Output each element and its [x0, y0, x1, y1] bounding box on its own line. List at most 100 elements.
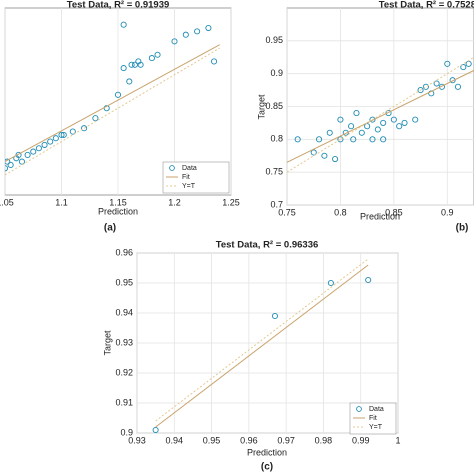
data-point	[433, 80, 440, 87]
data-point	[5, 158, 11, 165]
x-tick-label: 0.85	[385, 207, 403, 217]
data-point	[182, 31, 189, 38]
y-tick-label: 0.92	[115, 367, 133, 377]
x-tick-label: 0.94	[166, 435, 184, 445]
data-point	[353, 110, 360, 117]
x-tick-label: 1.1	[55, 197, 68, 207]
x-tick-label: 1.05	[0, 197, 14, 207]
data-point	[326, 129, 333, 136]
data-point	[58, 131, 65, 138]
data-point	[422, 83, 429, 90]
data-point	[327, 279, 334, 287]
x-tick-label: 1.2	[168, 197, 181, 207]
x-tick-label: 1.15	[109, 197, 127, 207]
data-point	[114, 91, 122, 98]
data-point	[35, 145, 42, 152]
plot-content	[287, 56, 474, 173]
data-point	[128, 61, 135, 68]
panel: 0.75 0.8 0.85 0.90.70.750.80.850.90.95Test …	[256, 0, 474, 234]
plot-content	[5, 21, 220, 176]
data-point	[154, 51, 161, 58]
x-tick-label: 0.93	[128, 435, 146, 445]
panel-label: (c)	[261, 462, 273, 473]
data-point	[81, 125, 88, 132]
x-tick-label: 0.97	[277, 435, 295, 445]
data-point	[194, 28, 201, 35]
data-point	[15, 151, 22, 158]
y-tick-label: 0.85	[265, 101, 283, 111]
fit-line	[155, 264, 369, 428]
data-point	[428, 90, 435, 97]
data-point	[350, 136, 357, 143]
data-point	[369, 116, 376, 123]
x-axis-label: Prediction	[98, 206, 138, 216]
chart-title: Test Data, R² = 0.96336	[216, 240, 319, 251]
y-tick-label: 0.95	[265, 35, 283, 45]
y-tick-label: 0.96	[115, 247, 133, 257]
data-point	[348, 123, 355, 130]
data-point	[92, 115, 99, 122]
data-point	[337, 116, 344, 123]
data-point	[294, 136, 301, 143]
x-tick-label: 0.9	[441, 207, 454, 217]
data-point	[310, 149, 317, 156]
x-axis-label: Prediction	[360, 211, 400, 221]
data-point	[380, 119, 387, 126]
data-point	[137, 61, 144, 68]
panel-label: (a)	[104, 223, 116, 234]
reference-line	[155, 258, 369, 422]
data-point	[120, 65, 127, 72]
data-point	[385, 110, 392, 117]
data-point	[465, 60, 472, 67]
data-point	[417, 87, 424, 94]
reference-line	[5, 47, 220, 176]
y-tick-label: 0.9	[120, 427, 133, 437]
chart-title: Test Data, R² = 0.75287	[379, 0, 474, 11]
data-point	[52, 135, 59, 142]
data-point	[332, 155, 339, 163]
data-point	[126, 78, 133, 85]
data-point	[171, 38, 178, 45]
data-point	[120, 21, 127, 28]
x-tick-label: 0.95	[203, 435, 221, 445]
legend-marker	[169, 165, 175, 171]
legend-label: Y=T	[182, 183, 196, 190]
data-point	[358, 129, 365, 136]
data-point	[210, 58, 218, 65]
y-tick-label: 0.8	[270, 134, 283, 144]
legend-label: Fit	[369, 415, 377, 422]
fit-line	[5, 44, 220, 163]
data-point	[369, 136, 376, 143]
y-axis-label: Target	[256, 94, 266, 120]
data-point	[412, 116, 419, 123]
panel-label: (b)	[456, 223, 469, 234]
data-point	[152, 426, 159, 433]
legend-label: Fit	[182, 174, 190, 181]
y-tick-label: 0.94	[115, 307, 133, 317]
data-point	[205, 24, 212, 32]
data-point	[337, 136, 344, 143]
data-point	[390, 116, 397, 123]
data-point	[131, 61, 138, 68]
data-point	[60, 131, 67, 138]
legend-marker	[356, 406, 362, 412]
reference-line	[287, 56, 474, 173]
data-point	[460, 64, 467, 71]
y-axis-label: Target	[102, 330, 112, 356]
y-tick-label: 0.91	[115, 397, 133, 407]
data-point	[5, 165, 9, 172]
data-point	[148, 55, 155, 62]
legend-label: Data	[182, 165, 197, 172]
data-point	[24, 151, 31, 158]
data-point	[449, 77, 456, 84]
panel: 1.05 1.1 1.15 1.2 1.25 Test Data, R² = 0.9193…	[0, 0, 240, 234]
x-tick-label: 0.98	[315, 435, 333, 445]
fit-line	[287, 69, 474, 163]
x-tick-label: 1.25	[222, 197, 240, 207]
data-point	[364, 123, 371, 130]
data-point	[454, 83, 462, 90]
x-axis-label: Prediction	[247, 447, 287, 457]
data-point	[374, 126, 381, 133]
legend-label: Y=T	[369, 424, 383, 431]
